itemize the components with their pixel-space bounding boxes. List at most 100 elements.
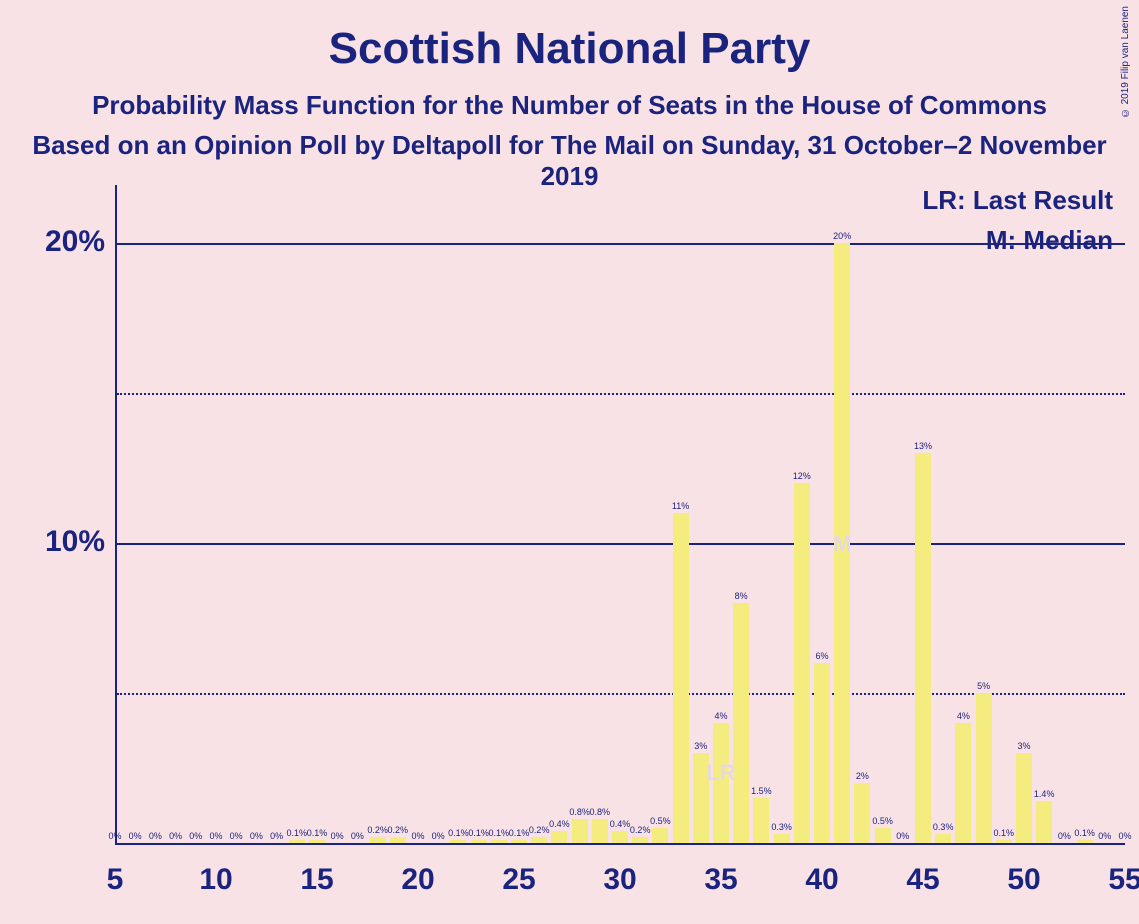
bar-value-label: 0%	[1058, 831, 1071, 841]
bar	[471, 840, 487, 843]
bar	[632, 837, 648, 843]
bar-value-label: 11%	[672, 501, 689, 511]
chart-subtitle-2: Based on an Opinion Poll by Deltapoll fo…	[0, 130, 1139, 192]
bar-value-label: 0%	[209, 831, 222, 841]
x-tick-label: 45	[906, 863, 939, 897]
bar	[854, 783, 870, 843]
bar	[834, 243, 850, 843]
bar-value-label: 4%	[957, 711, 970, 721]
x-tick-label: 10	[199, 863, 232, 897]
bar-value-label: 0.3%	[933, 822, 954, 832]
bar-value-label: 1.4%	[1034, 789, 1055, 799]
bar-value-label: 0%	[896, 831, 909, 841]
bar-value-label: 0%	[270, 831, 283, 841]
bar	[915, 453, 931, 843]
bar-value-label: 0.2%	[388, 825, 409, 835]
x-tick-label: 30	[603, 863, 636, 897]
legend-median: M: Median	[986, 225, 1113, 256]
bar	[511, 840, 527, 843]
bar-value-label: 0%	[1098, 831, 1111, 841]
chart-container: Scottish National Party Probability Mass…	[0, 0, 1139, 924]
x-tick-label: 35	[704, 863, 737, 897]
bar	[1077, 840, 1093, 843]
minor-gridline	[117, 693, 1125, 695]
bar	[976, 693, 992, 843]
bar	[491, 840, 507, 843]
x-tick-label: 25	[502, 863, 535, 897]
x-axis-line	[115, 843, 1125, 845]
bar-value-label: 0.5%	[872, 816, 893, 826]
bar	[794, 483, 810, 843]
major-gridline	[117, 243, 1125, 245]
bar	[814, 663, 830, 843]
bar-value-label: 0%	[432, 831, 445, 841]
bar	[390, 837, 406, 843]
chart-subtitle-1: Probability Mass Function for the Number…	[0, 90, 1139, 121]
x-tick-label: 50	[1007, 863, 1040, 897]
bar-value-label: 0.1%	[468, 828, 489, 838]
bar	[652, 828, 668, 843]
bar-value-label: 20%	[833, 231, 851, 241]
bar-value-label: 0.4%	[610, 819, 631, 829]
bar	[572, 819, 588, 843]
bar	[1016, 753, 1032, 843]
bar-value-label: 0.1%	[287, 828, 308, 838]
bar	[612, 831, 628, 843]
bar-value-label: 0.8%	[569, 807, 590, 817]
bar-value-label: 0%	[1118, 831, 1131, 841]
chart-title: Scottish National Party	[0, 24, 1139, 74]
bar	[1036, 801, 1052, 843]
bar-value-label: 0%	[250, 831, 263, 841]
bar-value-label: 0%	[331, 831, 344, 841]
x-tick-label: 20	[401, 863, 434, 897]
bar	[592, 819, 608, 843]
bar-value-label: 0%	[129, 831, 142, 841]
bar-value-label: 3%	[1017, 741, 1030, 751]
bar-value-label: 0%	[189, 831, 202, 841]
minor-gridline	[117, 393, 1125, 395]
bar-value-label: 0.1%	[448, 828, 469, 838]
bar-value-label: 2%	[856, 771, 869, 781]
bar-value-label: 0.1%	[489, 828, 510, 838]
copyright-text: © 2019 Filip van Laenen	[1120, 6, 1131, 118]
bar-value-label: 0.4%	[549, 819, 570, 829]
bar-value-label: 0.3%	[771, 822, 792, 832]
bar	[693, 753, 709, 843]
bar-value-label: 0.2%	[529, 825, 550, 835]
bar	[733, 603, 749, 843]
y-tick-label: 20%	[20, 225, 105, 259]
bar-value-label: 0%	[169, 831, 182, 841]
bar	[774, 834, 790, 843]
bar-value-label: 13%	[914, 441, 932, 451]
bar	[551, 831, 567, 843]
bar	[996, 840, 1012, 843]
bar	[370, 837, 386, 843]
bar	[673, 513, 689, 843]
bar	[875, 828, 891, 843]
y-tick-label: 10%	[20, 525, 105, 559]
bar-value-label: 0.1%	[1074, 828, 1095, 838]
bar	[935, 834, 951, 843]
bar-value-label: 0.2%	[630, 825, 651, 835]
bar-value-label: 8%	[735, 591, 748, 601]
bar-value-label: 12%	[793, 471, 811, 481]
bar	[289, 840, 305, 843]
plot-area: 0%0%0%0%0%0%0%0%0%0.1%0.1%0%0%0.2%0.2%0%…	[115, 185, 1125, 845]
bar	[713, 723, 729, 843]
bar-value-label: 6%	[815, 651, 828, 661]
x-tick-label: 5	[107, 863, 124, 897]
bar-value-label: 0%	[230, 831, 243, 841]
bar-value-label: 0%	[149, 831, 162, 841]
bar-value-label: 0.5%	[650, 816, 671, 826]
bar-value-label: 1.5%	[751, 786, 772, 796]
bar-value-label: 0%	[351, 831, 364, 841]
x-tick-label: 15	[300, 863, 333, 897]
bar-value-label: 0.1%	[509, 828, 530, 838]
bar-value-label: 3%	[694, 741, 707, 751]
bar	[753, 798, 769, 843]
bar-value-label: 0.1%	[994, 828, 1015, 838]
y-axis-line	[115, 185, 117, 845]
bar-value-label: 4%	[714, 711, 727, 721]
bar	[309, 840, 325, 843]
bar-value-label: 0.1%	[307, 828, 328, 838]
